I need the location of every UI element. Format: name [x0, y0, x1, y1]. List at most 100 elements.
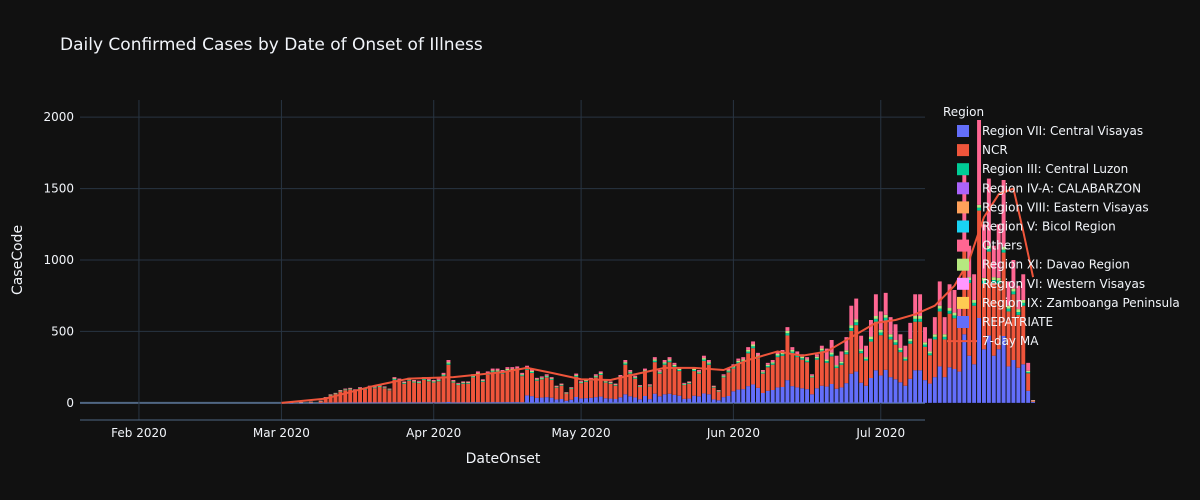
bar-segment — [520, 374, 525, 376]
bar-segment — [878, 375, 883, 403]
bar-segment — [500, 373, 505, 403]
bar-segment — [299, 402, 304, 403]
bar-segment — [593, 377, 598, 398]
bar-segment — [338, 390, 343, 392]
bar-segment — [751, 341, 756, 345]
bar-segment — [559, 385, 564, 386]
bar-segment — [667, 393, 672, 403]
bar-segment — [505, 367, 510, 369]
bar-segment — [977, 207, 982, 211]
bar-segment — [426, 380, 431, 382]
bar-segment — [520, 402, 525, 403]
bar-segment — [731, 368, 736, 392]
bar-segment — [372, 388, 377, 403]
bar-segment — [436, 381, 441, 403]
bar-segment — [544, 397, 549, 403]
bar-segment — [1016, 312, 1021, 315]
bar-segment — [515, 366, 520, 369]
bar-segment — [662, 363, 667, 365]
bar-segment — [461, 383, 466, 403]
bar-segment — [991, 280, 996, 283]
bar-segment — [893, 324, 898, 340]
bar-segment — [864, 360, 869, 386]
bar-segment — [756, 352, 760, 356]
bar-segment — [353, 389, 358, 390]
bar-segment — [795, 351, 800, 354]
bar-segment — [687, 398, 692, 403]
bar-segment — [1026, 362, 1031, 371]
bar-segment — [854, 371, 859, 403]
bar-segment — [431, 381, 436, 382]
bar-segment — [574, 397, 579, 403]
bar-segment — [534, 379, 539, 380]
legend-swatch — [957, 239, 969, 252]
bar-segment — [805, 362, 810, 390]
bar-segment — [692, 368, 697, 370]
bar-segment — [996, 349, 1001, 403]
bar-segment — [775, 387, 780, 403]
bar-segment — [805, 360, 810, 363]
bar-segment — [854, 319, 859, 323]
y-axis-ticks: 0 500 1000 1500 2000 — [43, 110, 74, 410]
bar-segment — [544, 375, 549, 377]
bar-segment — [706, 360, 711, 363]
bar-segment — [358, 387, 362, 389]
bar-segment — [893, 379, 898, 403]
bar-segment — [289, 402, 294, 404]
bar-segment — [932, 334, 937, 337]
y-tick-label: 2000 — [43, 110, 74, 124]
bar-segment — [923, 346, 927, 381]
bar-segment — [441, 376, 446, 403]
bar-segment — [377, 402, 382, 403]
bar-segment — [687, 383, 692, 399]
bar-segment — [308, 401, 313, 403]
bar-segment — [829, 340, 834, 353]
bar-segment — [353, 402, 358, 404]
bar-segment — [333, 392, 338, 394]
bar-segment — [593, 376, 598, 378]
bar-segment — [726, 368, 731, 371]
bar-segment — [1021, 300, 1026, 303]
bar-segment — [426, 402, 431, 403]
bar-segment — [392, 377, 397, 379]
bar-segment — [564, 393, 569, 394]
bar-segment — [608, 383, 613, 399]
bar-segment — [569, 387, 574, 388]
bar-segment — [662, 360, 667, 363]
bar-segment — [893, 344, 898, 380]
bar-segment — [996, 224, 1001, 278]
legend-label: REPATRIATE — [982, 315, 1053, 329]
bar-segment — [534, 397, 539, 403]
bar-segment — [736, 363, 741, 390]
bar-segment — [937, 281, 942, 306]
bar-segment — [441, 374, 446, 376]
bar-segment — [456, 402, 461, 403]
bar-segment — [603, 382, 608, 399]
bar-segment — [711, 386, 716, 388]
bar-segment — [692, 371, 697, 396]
bar-segment — [525, 365, 530, 368]
bar-segment — [824, 359, 829, 362]
bar-segment — [814, 359, 819, 389]
bar-segment — [927, 355, 932, 384]
bar-segment — [608, 398, 613, 403]
bar-segment — [991, 245, 996, 278]
legend-label: NCR — [982, 143, 1008, 157]
bar-segment — [520, 376, 525, 403]
bar-segment — [682, 383, 687, 385]
bar-segment — [652, 360, 657, 363]
bar-segment — [564, 400, 569, 403]
bar-segment — [957, 298, 962, 320]
bar-segment — [765, 366, 770, 368]
bar-segment — [358, 402, 362, 404]
bar-segment — [539, 376, 544, 378]
bar-segment — [736, 358, 741, 361]
bar-segment — [431, 381, 436, 383]
moving-average-line — [281, 187, 1035, 404]
bar-segment — [682, 398, 687, 403]
bar-segment — [539, 378, 544, 380]
bar-segment — [618, 375, 623, 377]
bar-segment — [633, 377, 638, 379]
bar-segment — [972, 305, 977, 365]
bar-segment — [810, 376, 814, 378]
